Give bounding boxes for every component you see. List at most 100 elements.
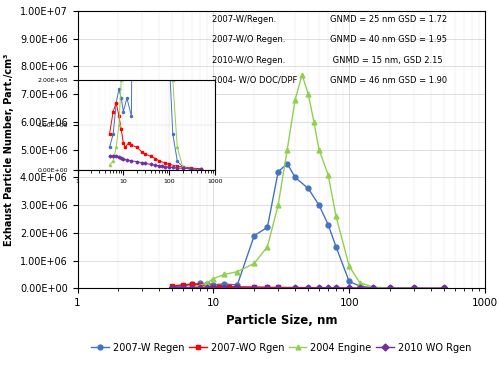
Line: 2007-W Regen: 2007-W Regen — [170, 161, 446, 291]
2010 WO Rgen — [333, 286, 339, 290]
2007-WO Rgen — [204, 284, 210, 288]
2010 WO Rgen — [370, 286, 376, 291]
2007-W Regen — [264, 225, 270, 230]
2007-W Regen — [275, 170, 281, 174]
Text: GNMD = 25 nm GSD = 1.72: GNMD = 25 nm GSD = 1.72 — [330, 15, 448, 24]
2004 Engine — [316, 147, 322, 152]
Text: GNMD = 15 nm, GSD 2.15: GNMD = 15 nm, GSD 2.15 — [330, 55, 443, 65]
2007-WO Rgen — [316, 285, 322, 290]
2007-W Regen — [221, 282, 227, 286]
2004 Engine — [204, 281, 210, 285]
2004 Engine — [170, 286, 175, 290]
2004 Engine — [441, 286, 447, 291]
2004 Engine — [180, 285, 186, 290]
2007-W Regen — [284, 161, 290, 166]
2004 Engine — [284, 147, 290, 152]
2007-W Regen — [333, 245, 339, 249]
2010 WO Rgen — [210, 285, 216, 290]
2010 WO Rgen — [275, 286, 281, 290]
Text: 2007-W/O Regen.: 2007-W/O Regen. — [212, 35, 290, 45]
2010 WO Rgen — [357, 286, 363, 291]
2010 WO Rgen — [441, 286, 447, 291]
2007-W Regen — [411, 286, 417, 291]
2004 Engine — [251, 261, 257, 266]
2010 WO Rgen — [234, 285, 240, 290]
Text: 2010-W/O Regen.: 2010-W/O Regen. — [212, 55, 290, 65]
2010 WO Rgen — [180, 285, 186, 290]
2010 WO Rgen — [346, 286, 352, 291]
2004 Engine — [197, 283, 203, 288]
2010 WO Rgen — [170, 285, 175, 290]
2010 WO Rgen — [292, 286, 298, 290]
2007-W Regen — [170, 285, 175, 289]
2007-W Regen — [441, 286, 447, 291]
2007-WO Rgen — [264, 285, 270, 289]
2004 Engine — [357, 281, 363, 285]
2004 Engine — [221, 272, 227, 277]
2010 WO Rgen — [306, 286, 312, 290]
2007-WO Rgen — [275, 285, 281, 289]
Line: 2010 WO Rgen: 2010 WO Rgen — [170, 285, 446, 291]
2007-WO Rgen — [234, 285, 240, 289]
2010 WO Rgen — [221, 285, 227, 290]
Y-axis label: Exhaust Particle Number, Part./cm³: Exhaust Particle Number, Part./cm³ — [4, 53, 15, 246]
2004 Engine — [234, 269, 240, 274]
2010 WO Rgen — [387, 286, 393, 291]
2004 Engine — [325, 172, 331, 177]
2007-WO Rgen — [180, 283, 186, 287]
2007-WO Rgen — [346, 286, 352, 290]
Text: 2004- W/O DOC/DPF: 2004- W/O DOC/DPF — [212, 76, 298, 85]
2010 WO Rgen — [411, 286, 417, 291]
2004 Engine — [275, 203, 281, 207]
2007-W Regen — [234, 283, 240, 287]
2007-W Regen — [292, 175, 298, 180]
2004 Engine — [264, 245, 270, 249]
2007-W Regen — [357, 284, 363, 288]
2007-W Regen — [325, 222, 331, 227]
2007-W Regen — [210, 283, 216, 287]
2004 Engine — [306, 92, 312, 96]
2010 WO Rgen — [264, 286, 270, 290]
Legend: 2007-W Regen, 2007-WO Rgen, 2004 Engine, 2010 WO Rgen: 2007-W Regen, 2007-WO Rgen, 2004 Engine,… — [88, 339, 475, 357]
Text: GNMD = 40 nm GSD = 1.95: GNMD = 40 nm GSD = 1.95 — [330, 35, 447, 45]
Line: 2007-WO Rgen: 2007-WO Rgen — [170, 282, 446, 291]
2007-WO Rgen — [226, 284, 232, 289]
2004 Engine — [190, 285, 196, 289]
2004 Engine — [292, 97, 298, 102]
Text: GNMD = 46 nm GSD = 1.90: GNMD = 46 nm GSD = 1.90 — [330, 76, 448, 85]
2010 WO Rgen — [325, 286, 331, 290]
2010 WO Rgen — [204, 285, 210, 290]
2007-WO Rgen — [387, 286, 393, 291]
2010 WO Rgen — [316, 286, 322, 290]
2004 Engine — [387, 286, 393, 291]
2004 Engine — [411, 286, 417, 291]
2004 Engine — [370, 285, 376, 289]
X-axis label: Particle Size, nm: Particle Size, nm — [226, 314, 337, 327]
2007-WO Rgen — [441, 286, 447, 291]
2007-WO Rgen — [216, 285, 222, 289]
2004 Engine — [346, 264, 352, 268]
2007-WO Rgen — [292, 285, 298, 290]
2004 Engine — [311, 120, 317, 124]
2007-WO Rgen — [190, 282, 196, 287]
2007-WO Rgen — [306, 285, 312, 290]
2010 WO Rgen — [251, 286, 257, 290]
2004 Engine — [333, 214, 339, 218]
2007-WO Rgen — [170, 284, 175, 288]
2007-W Regen — [251, 234, 257, 238]
2007-W Regen — [316, 203, 322, 207]
2007-WO Rgen — [370, 286, 376, 290]
2004 Engine — [299, 73, 305, 77]
2007-WO Rgen — [333, 286, 339, 290]
2004 Engine — [210, 276, 216, 281]
2007-WO Rgen — [251, 285, 257, 289]
2007-W Regen — [197, 281, 203, 285]
2010 WO Rgen — [197, 285, 203, 290]
2007-W Regen — [306, 186, 312, 191]
2007-WO Rgen — [197, 283, 203, 287]
2010 WO Rgen — [190, 285, 196, 290]
2007-WO Rgen — [411, 286, 417, 291]
2007-WO Rgen — [210, 284, 216, 289]
2007-W Regen — [346, 279, 352, 284]
Text: 2007-W/Regen.: 2007-W/Regen. — [212, 15, 286, 24]
